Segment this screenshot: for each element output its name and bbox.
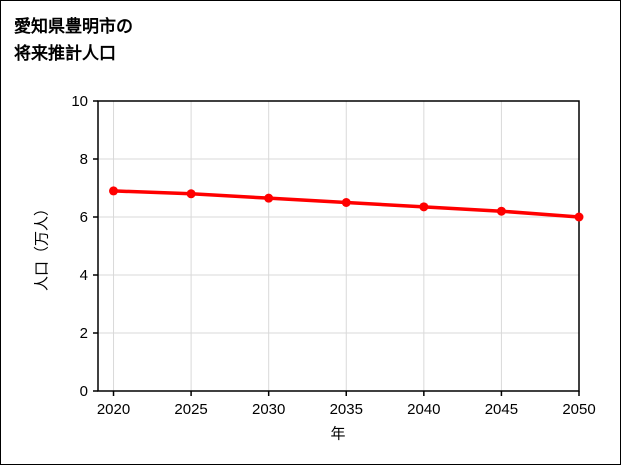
y-tick-label: 4 [80, 267, 88, 284]
x-tick-label: 2050 [562, 401, 595, 418]
plot-border [97, 100, 580, 392]
chart-title-line-1: 愛知県豊明市の [14, 17, 133, 36]
x-tick-label: 2020 [97, 401, 130, 418]
y-axis-title: 人口（万人） [33, 200, 51, 292]
x-axis-title: 年 [330, 425, 346, 443]
y-tick-label: 2 [80, 325, 88, 342]
x-tick-label: 2030 [252, 401, 285, 418]
data-point [496, 206, 506, 216]
x-tick-label: 2025 [174, 401, 207, 418]
x-tick-label: 2035 [330, 401, 363, 418]
y-tick-label: 10 [71, 93, 88, 110]
chart-title: 愛知県豊明市の 将来推計人口 [14, 13, 133, 67]
data-point [419, 202, 429, 212]
data-point [186, 189, 196, 199]
data-point [264, 193, 274, 203]
x-tick-label: 2040 [407, 401, 440, 418]
data-point [341, 198, 351, 207]
data-point [109, 186, 119, 196]
y-tick-label: 0 [80, 383, 88, 400]
y-tick-label: 8 [80, 151, 88, 168]
y-tick-label: 6 [80, 209, 88, 226]
chart-title-line-2: 将来推計人口 [14, 44, 116, 63]
data-point [574, 212, 584, 222]
x-tick-label: 2045 [485, 401, 518, 418]
